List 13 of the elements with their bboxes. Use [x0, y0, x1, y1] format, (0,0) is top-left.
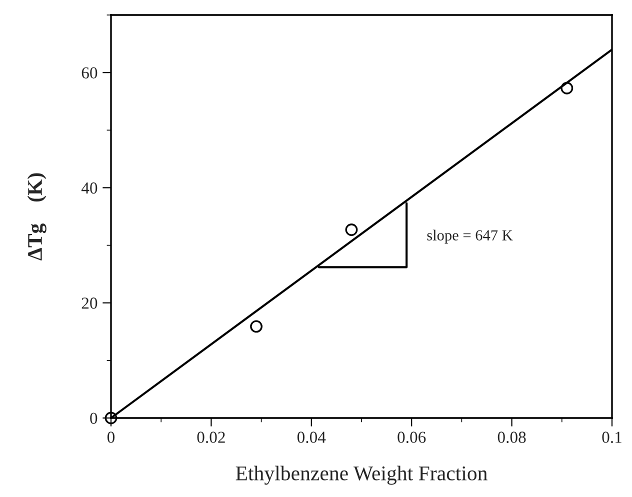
y-tick-label: 60 — [82, 67, 98, 79]
x-tick-label: 0.1 — [602, 432, 622, 443]
x-tick-label: 0.02 — [197, 432, 225, 443]
y-tick-label: 40 — [81, 182, 98, 194]
y-tick-label: 0 — [90, 412, 98, 424]
x-axis-title: Ethylbenzene Weight Fraction — [236, 466, 488, 485]
annotation: slope = 647 K — [427, 230, 513, 244]
y-axis-title: ΔTg (K) — [27, 173, 46, 260]
x-tick-label: 0.06 — [398, 432, 426, 443]
x-tick-label: 0.08 — [498, 432, 526, 443]
x-tick-label: 0 — [107, 432, 115, 443]
x-tick-label: 0.04 — [297, 432, 326, 443]
y-tick-label: 20 — [82, 298, 98, 309]
